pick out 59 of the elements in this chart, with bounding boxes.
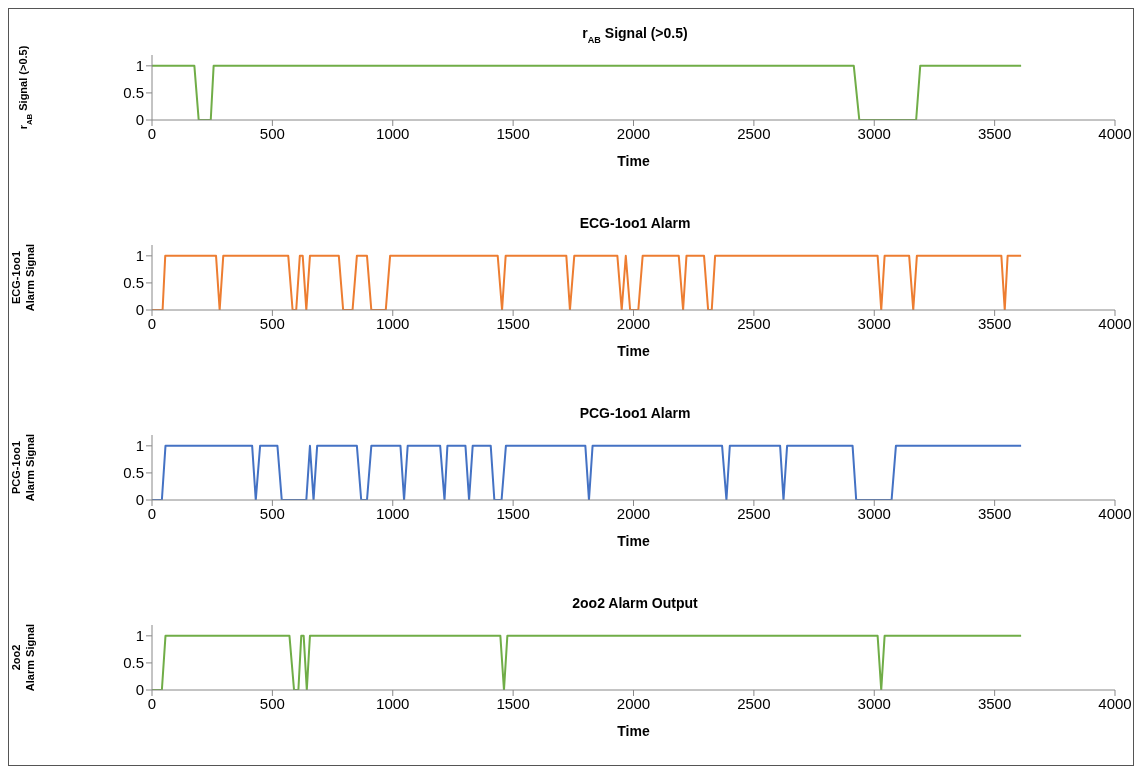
x-tick-label: 3500 — [977, 314, 1012, 332]
y-tick-label: 0.5 — [123, 274, 144, 292]
x-axis-title: Time — [617, 343, 650, 359]
chart-title: 2oo2 Alarm Output — [572, 595, 699, 611]
x-tick-label: 1000 — [376, 504, 410, 522]
y-tick-label: 1 — [135, 437, 144, 455]
x-tick-label: 2500 — [737, 504, 771, 522]
x-tick-label: 0 — [147, 694, 157, 712]
x-axis-title: Time — [617, 723, 650, 739]
x-tick-label: 4000 — [1098, 504, 1132, 522]
x-tick-label: 1000 — [376, 694, 410, 712]
x-tick-label: 2500 — [737, 314, 771, 332]
x-tick-label: 500 — [259, 694, 285, 712]
x-tick-label: 2000 — [616, 504, 651, 522]
y-tick-label: 1 — [135, 627, 144, 645]
x-tick-label: 2500 — [737, 124, 771, 142]
x-tick-label: 3000 — [857, 504, 891, 522]
x-tick-label: 1000 — [376, 124, 410, 142]
x-tick-label: 500 — [259, 504, 285, 522]
y-tick-label: 1 — [135, 247, 144, 265]
y-tick-label: 0 — [135, 111, 144, 129]
x-tick-label: 4000 — [1098, 124, 1132, 142]
y-tick-label: 0.5 — [123, 654, 144, 672]
y-axis-title: 2oo2 Alarm Signal — [10, 623, 36, 692]
x-tick-label: 0 — [147, 124, 157, 142]
x-tick-label: 0 — [147, 504, 157, 522]
x-tick-label: 1500 — [496, 694, 530, 712]
chart-title: PCG-1oo1 Alarm — [579, 405, 691, 421]
x-tick-label: 3000 — [857, 124, 891, 142]
y-axis-title: PCG-1oo1 Alarm Signal — [10, 433, 36, 502]
x-tick-label: 3500 — [977, 124, 1012, 142]
x-tick-label: 2500 — [737, 694, 771, 712]
x-tick-label: 3500 — [977, 694, 1012, 712]
y-tick-label: 0 — [135, 681, 144, 699]
x-tick-label: 1500 — [496, 314, 530, 332]
x-tick-label: 2000 — [616, 314, 651, 332]
x-tick-label: 1000 — [376, 314, 410, 332]
y-tick-label: 1 — [135, 57, 144, 75]
x-tick-label: 3500 — [977, 504, 1012, 522]
y-tick-label: 0 — [135, 301, 144, 319]
y-tick-label: 0 — [135, 491, 144, 509]
x-tick-label: 4000 — [1098, 694, 1132, 712]
x-tick-label: 2000 — [616, 694, 651, 712]
x-tick-label: 4000 — [1098, 314, 1132, 332]
x-tick-label: 3000 — [857, 314, 891, 332]
y-tick-label: 0.5 — [123, 464, 144, 482]
chart-title: ECG-1oo1 Alarm — [579, 215, 691, 231]
x-axis-title: Time — [617, 153, 650, 169]
x-tick-label: 3000 — [857, 694, 891, 712]
y-axis-title: ECG-1oo1 Alarm Signal — [10, 243, 36, 312]
x-tick-label: 500 — [259, 124, 285, 142]
y-tick-label: 0.5 — [123, 84, 144, 102]
x-tick-label: 1500 — [496, 504, 530, 522]
x-tick-label: 1500 — [496, 124, 530, 142]
x-tick-label: 500 — [259, 314, 285, 332]
chart-title: r$_{AB}$ Signal (>0.5) — [582, 25, 688, 45]
x-tick-label: 0 — [147, 314, 157, 332]
x-tick-label: 2000 — [616, 124, 651, 142]
x-axis-title: Time — [617, 533, 650, 549]
